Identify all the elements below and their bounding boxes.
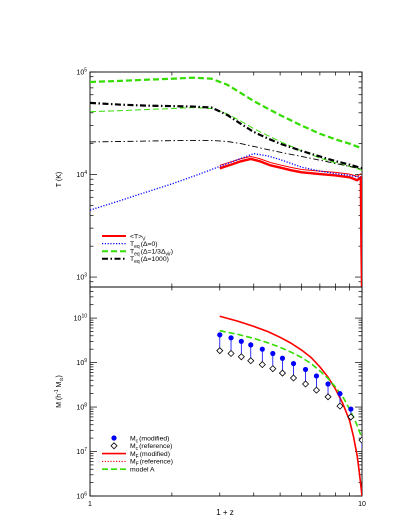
data-point	[247, 357, 255, 365]
data-point	[279, 355, 286, 361]
data-point	[227, 349, 235, 358]
data-point	[278, 369, 287, 377]
x-tick-label: 1	[88, 501, 92, 508]
data-point	[313, 373, 320, 379]
series-line	[90, 101, 362, 170]
mass-panel: 106 107 108 109 1010 1 10 M (h-1 M⊙) Mc(modified…	[54, 286, 366, 508]
data-point	[302, 366, 309, 373]
data-point	[258, 361, 266, 369]
series-line	[90, 152, 361, 211]
data-point	[216, 347, 224, 355]
series-line	[219, 155, 362, 177]
data-point	[238, 338, 244, 344]
y-tick-label: 105	[76, 68, 87, 77]
y-tick-label: 1010	[74, 314, 88, 323]
y-axis-label: T (K)	[56, 172, 63, 187]
data-point	[358, 436, 362, 444]
legend-label: Teq(Δ=1/3Δvir)	[130, 249, 173, 258]
legend-label: Teq(Δ=0)	[130, 241, 158, 250]
series-line	[90, 76, 362, 150]
data-point	[248, 342, 254, 348]
data-point	[269, 365, 277, 373]
y-tick-label: 109	[76, 358, 87, 367]
plot-frame	[89, 286, 363, 497]
data-layer	[216, 315, 362, 496]
data-point	[348, 406, 354, 412]
y-tick-label: 106	[76, 492, 87, 501]
series-line	[90, 107, 362, 171]
data-point	[237, 353, 245, 361]
data-layer	[90, 76, 362, 287]
data-point	[217, 332, 223, 338]
data-point	[301, 380, 310, 388]
legend-label: Mc(modified)	[130, 435, 169, 444]
legend-label: Mc(reference)	[130, 443, 172, 452]
temperature-panel: 103 104 105 T (K) <T>VTeq(Δ=0)Teq(Δ=1/3Δvir)…	[56, 68, 363, 288]
series-line	[219, 329, 362, 439]
data-point	[337, 391, 343, 397]
data-point	[336, 402, 344, 410]
y-tick-label: 104	[76, 170, 87, 179]
legend-label: model A	[130, 467, 155, 474]
data-point	[324, 393, 332, 401]
x-axis-label: 1 + z	[216, 508, 234, 517]
data-point	[228, 335, 234, 341]
legend-label: MF(modified)	[130, 451, 170, 460]
series-line	[219, 315, 362, 496]
legend: Mc(modified)Mc(reference)MF(modified)MF(…	[102, 435, 173, 474]
legend-swatch	[110, 442, 118, 450]
data-point	[325, 381, 331, 387]
legend-label: <T>V	[130, 233, 146, 242]
series-line	[90, 140, 362, 170]
data-point	[270, 350, 276, 357]
data-point	[289, 374, 298, 382]
legend-label: Teq(Δ=1000)	[130, 256, 169, 265]
data-point	[259, 346, 265, 352]
legend-swatch	[111, 435, 117, 441]
data-point	[290, 360, 297, 367]
legend-label: MF(reference)	[130, 459, 173, 468]
y-tick-label: 107	[76, 447, 87, 456]
y-axis-label: M (h-1 M⊙)	[54, 375, 65, 408]
y-tick-label: 103	[76, 273, 87, 282]
series-line	[219, 157, 362, 287]
x-tick-label: 10	[358, 501, 366, 508]
data-point	[347, 413, 355, 421]
y-tick-label: 108	[76, 403, 87, 412]
data-point	[312, 386, 321, 394]
